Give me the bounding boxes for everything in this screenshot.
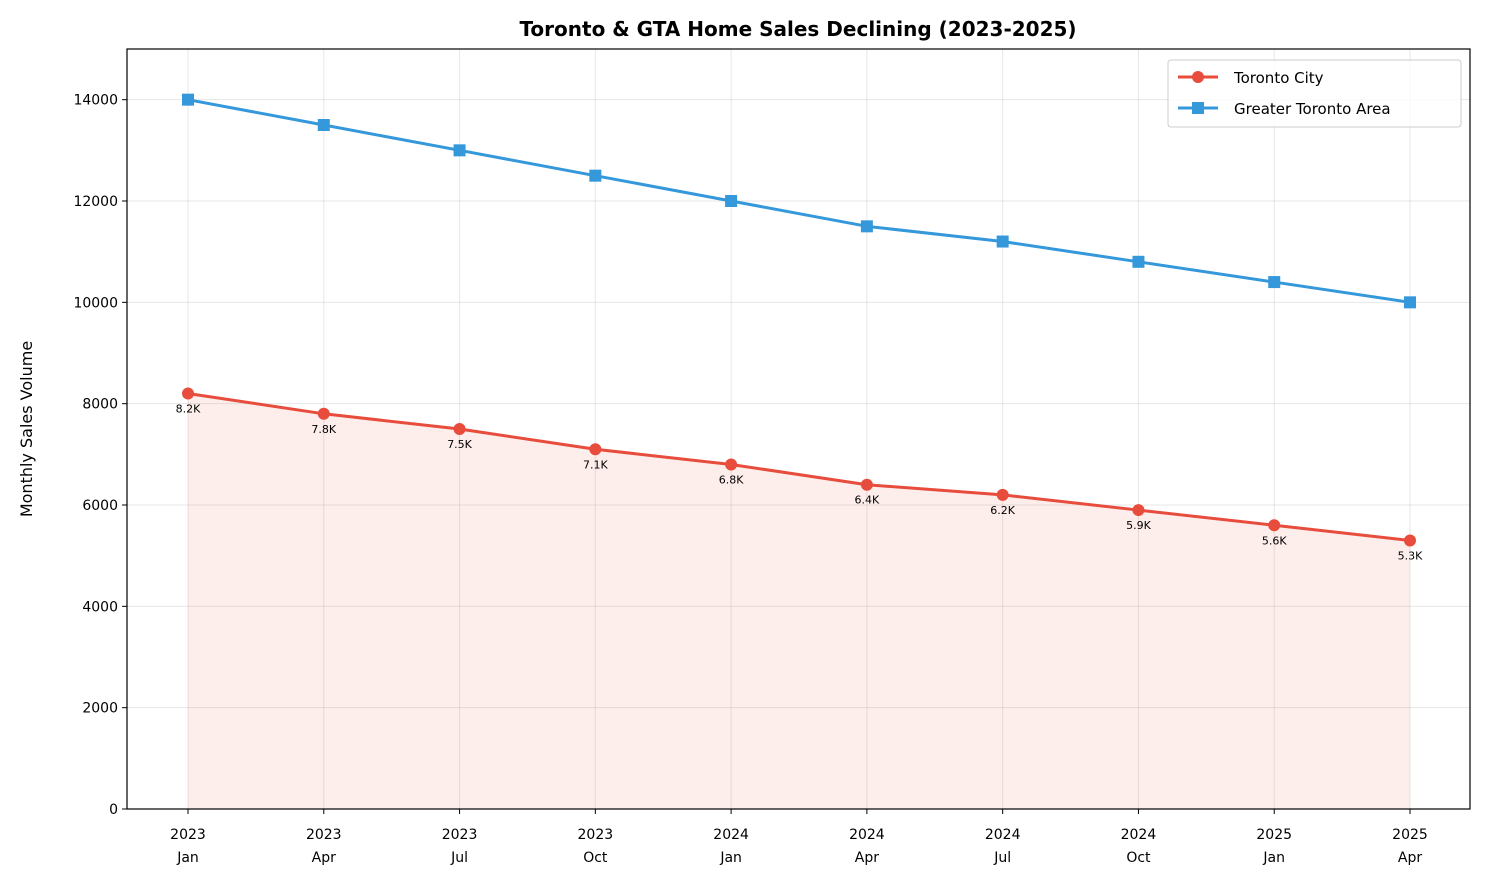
series-0-point bbox=[1132, 504, 1145, 517]
x-tick-label-month: Jan bbox=[719, 850, 742, 866]
series-markers bbox=[182, 93, 1416, 547]
series-0-point bbox=[589, 443, 602, 456]
legend-label-0: Toronto City bbox=[1233, 69, 1324, 87]
x-tick-label-year: 2023 bbox=[306, 827, 342, 843]
data-label: 5.3K bbox=[1398, 549, 1423, 562]
legend-label-1: Greater Toronto Area bbox=[1234, 100, 1391, 118]
y-tick-label: 12000 bbox=[73, 194, 118, 210]
series-0-point bbox=[1404, 534, 1416, 547]
data-label: 7.8K bbox=[311, 423, 336, 436]
data-label: 6.4K bbox=[855, 494, 880, 507]
series-1-point bbox=[996, 235, 1009, 248]
x-tick-label-month: Jan bbox=[1262, 850, 1285, 866]
data-label: 6.2K bbox=[990, 504, 1015, 517]
data-label: 7.1K bbox=[583, 458, 608, 471]
series-1-point bbox=[182, 93, 194, 106]
x-tick-label-month: Jan bbox=[176, 850, 199, 866]
series-0-point bbox=[317, 407, 330, 420]
x-tick-label-month: Apr bbox=[855, 850, 879, 866]
x-tick-label-month: Apr bbox=[312, 850, 336, 866]
series-1-point bbox=[725, 195, 738, 207]
x-tick-label-year: 2025 bbox=[1392, 827, 1428, 843]
series-1-point bbox=[1404, 296, 1416, 309]
series-1-point bbox=[1132, 255, 1145, 268]
legend-marker-1 bbox=[1192, 102, 1204, 114]
series-0-point bbox=[996, 488, 1009, 501]
legend-marker-0 bbox=[1192, 71, 1204, 83]
series-1-point bbox=[453, 144, 466, 157]
y-tick-label: 6000 bbox=[82, 498, 118, 514]
y-tick-label: 4000 bbox=[82, 599, 118, 615]
y-axis: 0 2000 4000 6000 8000 10000 12000 14000 bbox=[73, 93, 127, 818]
y-tick-label: 14000 bbox=[73, 93, 118, 109]
area-fill-0 bbox=[188, 393, 1410, 809]
x-tick-label-month: Jul bbox=[993, 850, 1011, 866]
series-lines bbox=[187, 98, 1411, 542]
series-1-point bbox=[1268, 276, 1281, 289]
x-tick-label-month: Oct bbox=[583, 850, 608, 866]
x-tick-label-month: Jul bbox=[450, 850, 468, 866]
x-tick-label-year: 2024 bbox=[849, 827, 885, 843]
data-label: 8.2K bbox=[176, 403, 201, 416]
legend: Toronto City Greater Toronto Area bbox=[1167, 59, 1462, 128]
series-1-point bbox=[589, 169, 602, 182]
x-tick-label-year: 2023 bbox=[578, 827, 614, 843]
series-line-0 bbox=[187, 392, 1411, 542]
series-1-point bbox=[860, 220, 873, 233]
series-1-point bbox=[317, 119, 330, 131]
data-label: 5.9K bbox=[1126, 519, 1151, 532]
series-0-point bbox=[1268, 519, 1281, 532]
x-axis: 2023 Jan 2023 Apr 2023 Jul 2023 Oct 2024 Jan 2024 A… bbox=[170, 809, 1428, 866]
y-tick-label: 8000 bbox=[82, 397, 118, 413]
y-tick-label: 0 bbox=[109, 802, 118, 818]
x-tick-label-month: Oct bbox=[1126, 850, 1151, 866]
x-tick-label-month: Apr bbox=[1398, 850, 1422, 866]
series-0-point bbox=[453, 423, 466, 435]
x-tick-label-year: 2023 bbox=[442, 827, 478, 843]
data-label: 6.8K bbox=[719, 473, 744, 486]
y-tick-label: 2000 bbox=[82, 701, 118, 717]
data-label: 7.5K bbox=[447, 438, 472, 451]
series-0-point bbox=[725, 458, 738, 471]
legend-box bbox=[1167, 59, 1462, 128]
y-tick-label: 10000 bbox=[73, 295, 118, 311]
data-labels: 8.2K 7.8K 7.5K 7.1K 6.8K 6.4K 6.2K 5.9K 5.6K 5.3K bbox=[176, 403, 1423, 563]
x-tick-label-year: 2024 bbox=[1121, 827, 1157, 843]
x-tick-label-year: 2025 bbox=[1256, 827, 1292, 843]
chart-title: Toronto & GTA Home Sales Declining (2023… bbox=[519, 17, 1076, 41]
plot-frame bbox=[126, 48, 1471, 810]
series-0-point bbox=[182, 387, 194, 400]
x-tick-label-year: 2024 bbox=[713, 827, 749, 843]
y-axis-label: Monthly Sales Volume bbox=[17, 341, 36, 517]
data-label: 5.6K bbox=[1262, 534, 1287, 547]
series-line-1 bbox=[187, 98, 1411, 304]
x-tick-label-year: 2024 bbox=[985, 827, 1021, 843]
area-fill-layer bbox=[188, 393, 1410, 809]
series-0-point bbox=[860, 478, 873, 491]
x-tick-label-year: 2023 bbox=[170, 827, 206, 843]
